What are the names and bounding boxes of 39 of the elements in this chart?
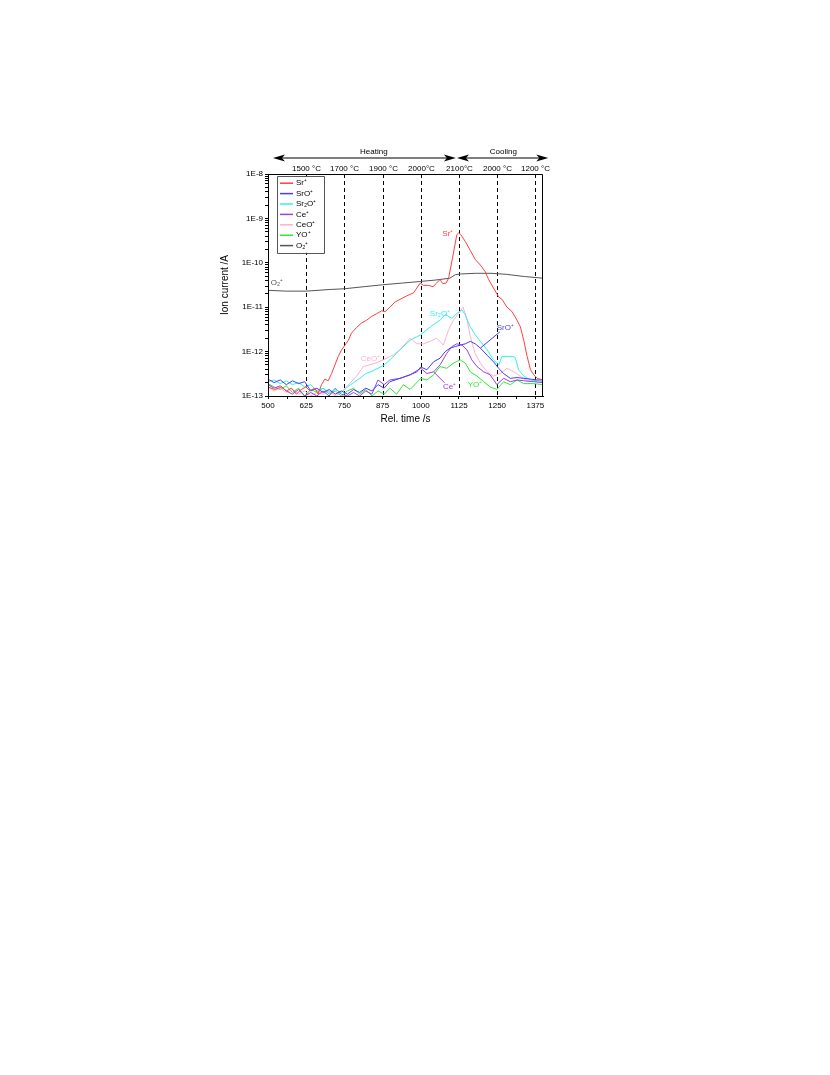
text: Heating: [360, 147, 388, 157]
x-tick-label: 1125: [450, 401, 469, 410]
x-tick-label: 875: [375, 401, 390, 410]
annotation: Ce⁺: [442, 382, 457, 392]
y-tick-label: 1E-8: [246, 169, 264, 179]
legend-label: SrO⁺: [296, 188, 314, 198]
annotation: Sr⁺: [442, 228, 454, 238]
x-tick-label: 1250: [488, 401, 507, 410]
annotation: Sr₂O⁺: [429, 309, 451, 319]
y-tick-label: 1E-9: [246, 213, 264, 223]
x-tick-label: 1375: [526, 401, 545, 410]
y-tick-label: 1E-12: [241, 346, 264, 356]
y-tick-label: 1E-11: [242, 302, 264, 312]
x-tick-label: 625: [299, 401, 314, 410]
legend-label: Sr₂O⁺: [296, 199, 317, 209]
annotation: CeO⁺: [360, 354, 381, 364]
ref-line-label: 1900 °C: [369, 164, 399, 174]
annotation: YO⁺: [467, 380, 483, 390]
y-tick-label: 1E-10: [241, 258, 264, 267]
legend-label: YO⁺: [296, 230, 311, 240]
y-axis-title: Ion current /A: [218, 254, 230, 316]
x-tick-label: 1000: [411, 401, 431, 410]
ref-line-label: 2000°C: [408, 164, 436, 174]
ref-line-label: 1700 °C: [330, 164, 360, 174]
legend-label: Sr⁺: [296, 178, 307, 188]
x-axis-title: Rel. time /s: [380, 412, 431, 424]
x-tick-label: 750: [337, 401, 352, 410]
legend-label: O₂⁺: [296, 240, 309, 250]
y-tick-label: 1E-13: [241, 391, 264, 401]
ref-line-label: 2000 °C: [483, 164, 513, 174]
annotation: SrO⁺: [496, 323, 514, 333]
text: Cooling: [489, 147, 517, 157]
x-tick-label: 500: [261, 401, 276, 410]
legend-label: Ce⁺: [296, 209, 310, 219]
annotation: O₂⁺: [270, 277, 284, 287]
ref-line-label: 2100°C: [446, 164, 474, 174]
ref-line-label: 1200 °C: [521, 164, 551, 174]
ref-line-label: 1500 °C: [292, 164, 322, 174]
legend-label: CeO⁺: [296, 220, 316, 229]
